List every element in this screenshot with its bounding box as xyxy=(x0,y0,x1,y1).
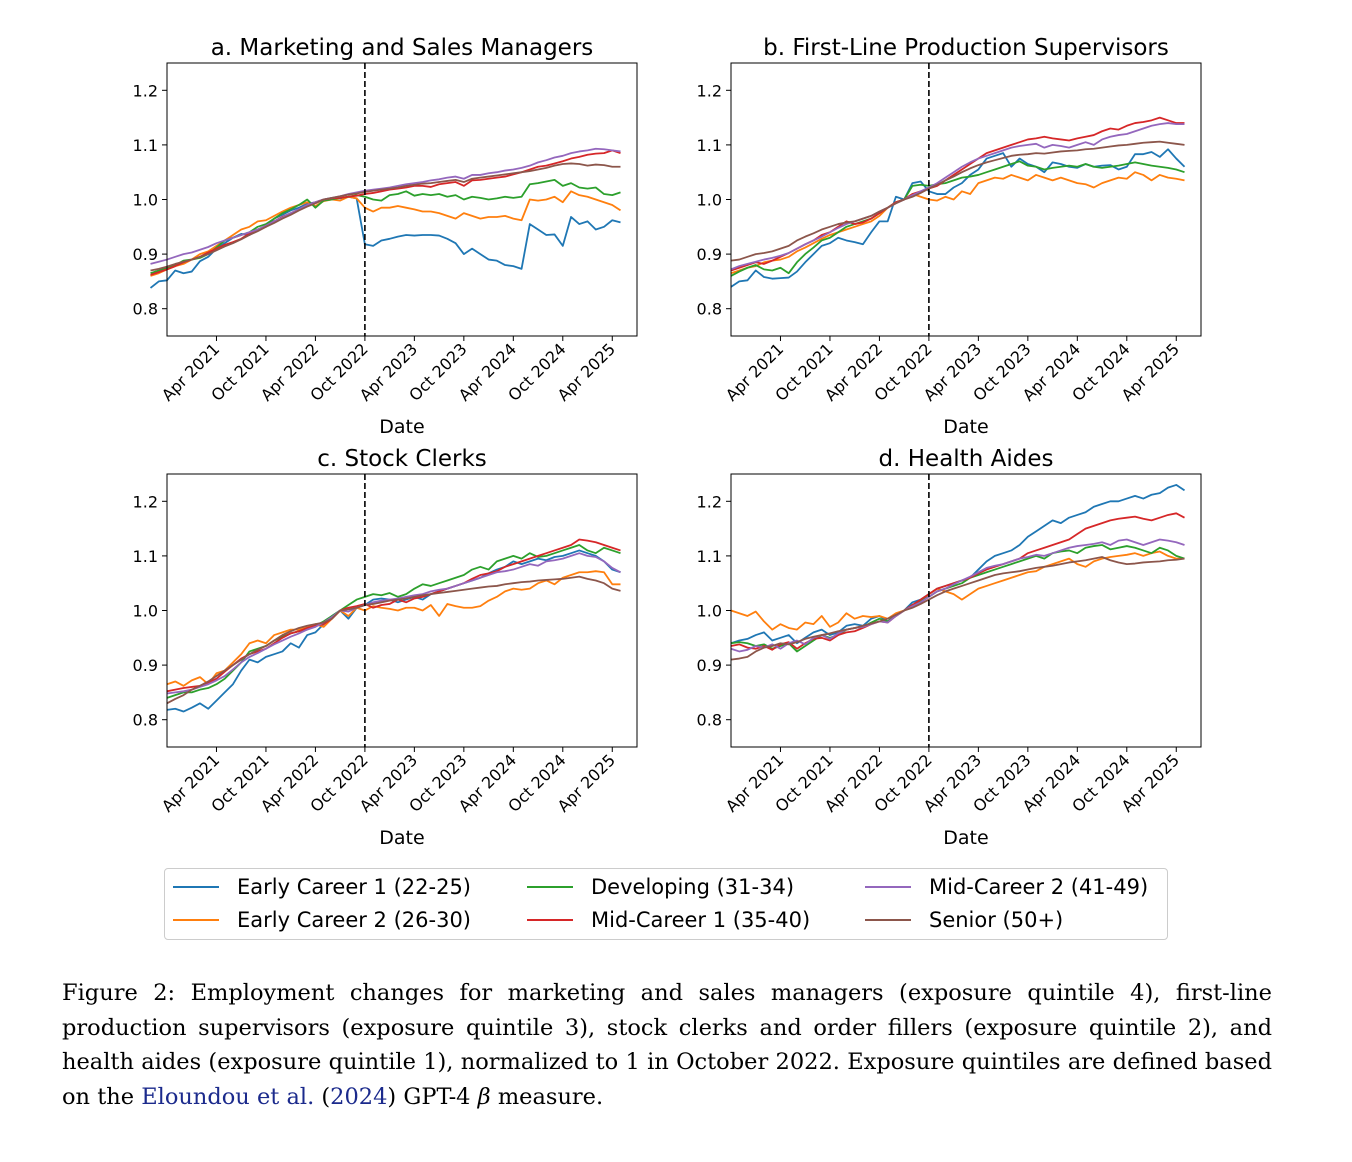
y-tick-label: 1.2 xyxy=(697,81,722,100)
series-line-mid-career-2-41-49 xyxy=(730,538,1185,653)
chart-title: b. First-Line Production Supervisors xyxy=(763,35,1169,61)
legend-swatch-mid-career-1 xyxy=(527,919,573,921)
y-tick-label: 1.0 xyxy=(697,191,722,210)
legend-swatch-developing xyxy=(527,886,573,888)
figure-caption: Figure 2: Employment changes for marketi… xyxy=(62,980,1272,1110)
series-line-early-career-1-22-25 xyxy=(730,148,1186,288)
plot-frame xyxy=(730,62,1202,337)
legend-swatch-mid-career-2 xyxy=(865,886,911,888)
series-line-developing-31-34 xyxy=(730,160,1185,277)
caption-model-name: GPT-4 xyxy=(403,1083,471,1110)
y-tick-label: 1.1 xyxy=(133,547,158,566)
series-line-developing-31-34 xyxy=(730,544,1185,653)
y-tick-label: 1.0 xyxy=(697,602,722,621)
caption-text-end: measure. xyxy=(497,1083,604,1110)
legend-item-mid-career-1: Mid-Career 1 (35-40) xyxy=(527,905,810,935)
series-line-early-career-2-26-30 xyxy=(150,190,622,277)
citation-link-authors[interactable]: Eloundou et al. xyxy=(141,1083,315,1110)
plot-frame xyxy=(166,62,638,337)
chart-title: d. Health Aides xyxy=(879,446,1054,472)
series-line-mid-career-2-41-49 xyxy=(730,122,1185,271)
series-line-early-career-2-26-30 xyxy=(166,570,621,687)
series-line-early-career-1-22-25 xyxy=(149,195,621,289)
legend-label-early-career-2: Early Career 2 (26-30) xyxy=(237,908,472,932)
caption-text: Figure 2: Employment changes for marketi… xyxy=(62,980,1272,1110)
series-line-senior-50 xyxy=(730,556,1185,661)
legend-item-senior: Senior (50+) xyxy=(865,905,1063,935)
plot-frame xyxy=(730,473,1202,748)
y-tick-label: 1.1 xyxy=(697,547,722,566)
series-line-senior-50 xyxy=(150,162,621,272)
chart-panel-2: b. First-Line Production Supervisors 0.8 0… xyxy=(697,35,1202,438)
y-tick-label: 1.2 xyxy=(133,81,158,100)
x-axis-label: Date xyxy=(379,416,424,438)
y-tick-label: 1.0 xyxy=(133,602,158,621)
series-line-mid-career-2-41-49 xyxy=(150,147,621,265)
series-line-early-career-1-22-25 xyxy=(730,484,1186,645)
y-tick-label: 1.2 xyxy=(697,492,722,511)
x-axis-label: Date xyxy=(943,827,988,849)
y-tick-label: 1.0 xyxy=(133,191,158,210)
chart-legend: Early Career 1 (22-25) Early Career 2 (2… xyxy=(164,868,1168,940)
legend-label-mid-career-1: Mid-Career 1 (35-40) xyxy=(591,908,811,932)
legend-swatch-early-career-1 xyxy=(173,886,219,888)
legend-item-mid-career-2: Mid-Career 2 (41-49) xyxy=(865,872,1148,902)
series-line-mid-career-1-35-40 xyxy=(150,149,621,276)
chart-title: a. Marketing and Sales Managers xyxy=(211,35,594,61)
series-line-early-career-2-26-30 xyxy=(730,171,1185,275)
caption-beta-symbol: β xyxy=(477,1083,491,1110)
y-tick-label: 0.9 xyxy=(697,245,722,264)
plot-frame xyxy=(166,473,638,748)
y-tick-label: 0.8 xyxy=(697,711,722,730)
legend-label-developing: Developing (31-34) xyxy=(591,875,795,899)
y-tick-label: 0.8 xyxy=(133,711,158,730)
legend-item-early-career-2: Early Career 2 (26-30) xyxy=(173,905,471,935)
series-line-developing-31-34 xyxy=(150,178,621,275)
series-line-early-career-2-26-30 xyxy=(730,550,1185,631)
series-line-senior-50 xyxy=(730,140,1185,262)
y-tick-label: 0.8 xyxy=(697,300,722,319)
chart-panel-1: a. Marketing and Sales Managers 0.8 0.9 1.0… xyxy=(133,35,638,438)
x-axis-label: Date xyxy=(379,827,424,849)
y-tick-label: 1.1 xyxy=(697,136,722,155)
series-line-senior-50 xyxy=(166,575,621,705)
y-tick-label: 1.2 xyxy=(133,492,158,511)
legend-item-early-career-1: Early Career 1 (22-25) xyxy=(173,872,471,902)
legend-swatch-early-career-2 xyxy=(173,919,219,921)
legend-label-senior: Senior (50+) xyxy=(929,908,1064,932)
figure-charts: a. Marketing and Sales Managers 0.8 0.9 1.0… xyxy=(133,35,1202,849)
x-axis-label: Date xyxy=(943,416,988,438)
y-tick-label: 0.9 xyxy=(133,245,158,264)
legend-item-developing: Developing (31-34) xyxy=(527,872,794,902)
y-tick-label: 0.8 xyxy=(133,300,158,319)
legend-label-mid-career-2: Mid-Career 2 (41-49) xyxy=(929,875,1149,899)
series-line-mid-career-2-41-49 xyxy=(166,552,621,695)
legend-label-early-career-1: Early Career 1 (22-25) xyxy=(237,875,472,899)
series-line-developing-31-34 xyxy=(166,544,621,699)
y-tick-label: 1.1 xyxy=(133,136,158,155)
series-line-early-career-1-22-25 xyxy=(166,549,621,713)
chart-title: c. Stock Clerks xyxy=(317,446,487,472)
legend-swatch-senior xyxy=(865,919,911,921)
y-tick-label: 0.9 xyxy=(697,656,722,675)
citation-link-year[interactable]: 2024 xyxy=(330,1083,388,1110)
y-tick-label: 0.9 xyxy=(133,656,158,675)
